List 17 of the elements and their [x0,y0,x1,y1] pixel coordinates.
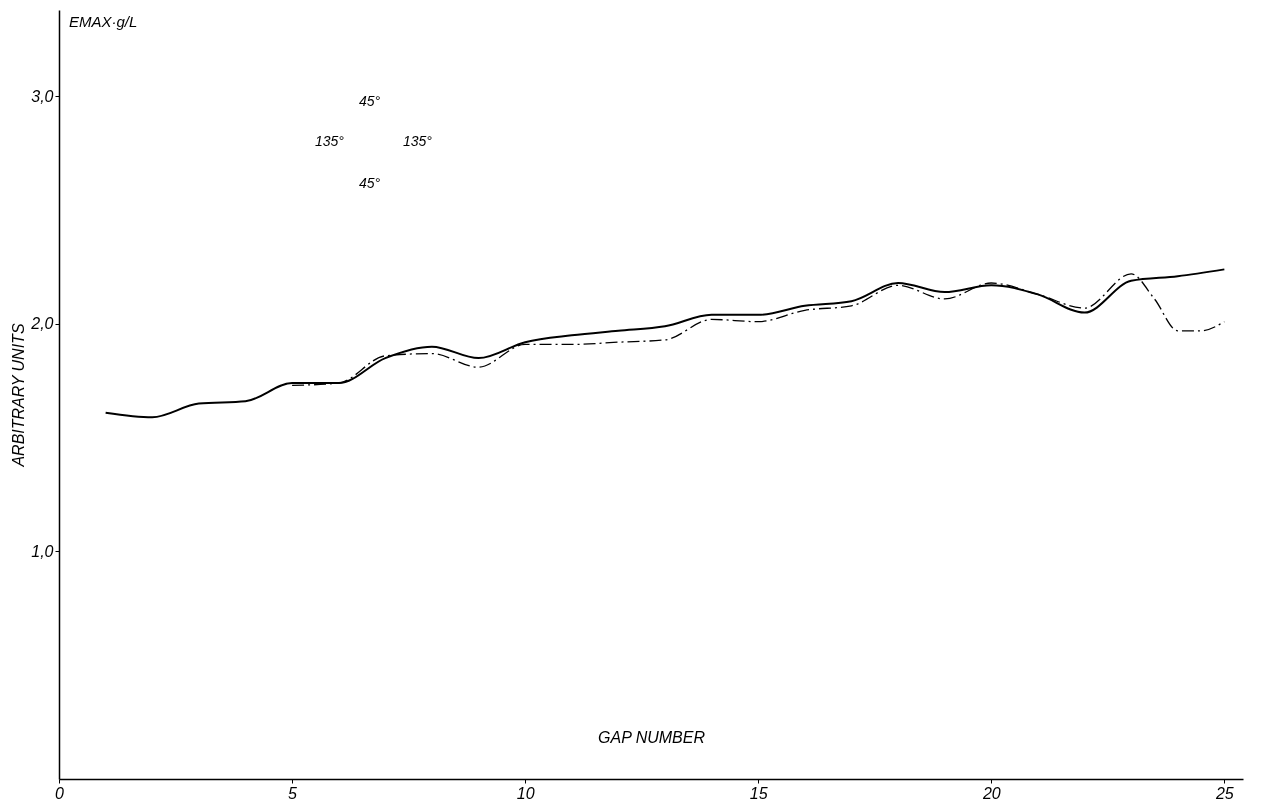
y-axis-title: ARBITRARY UNITS [10,323,28,468]
x-tick-label: 20 [981,784,1001,802]
annotation: 45° [359,175,381,191]
x-axis-title: GAP NUMBER [598,728,706,746]
y-tick-label: 1,0 [31,542,54,560]
annotation: EMAX·g/L [69,13,138,30]
y-tick-label: 3,0 [31,87,54,105]
y-tick-label: 2,0 [30,315,54,333]
x-tick-label: 5 [288,784,298,802]
annotation: 135° [315,133,345,149]
x-tick-label: 25 [1214,784,1234,802]
line-series [104,268,1226,419]
x-tick-label: 15 [749,784,768,802]
x-tick-label: 10 [516,784,535,802]
annotation: 135° [403,133,433,149]
x-tick-label: 0 [55,784,65,802]
annotation: 45° [359,93,381,109]
